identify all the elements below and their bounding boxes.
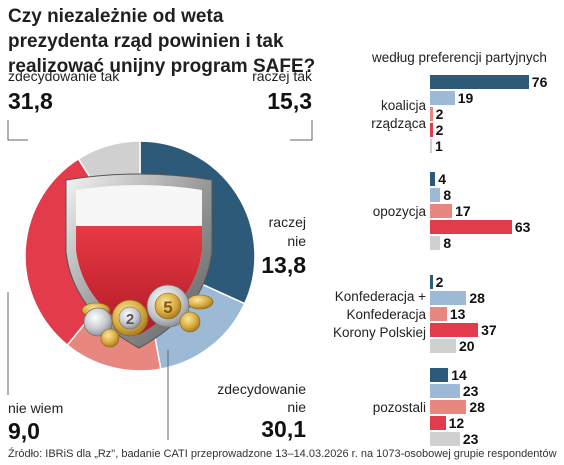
- bar-value-label: 17: [455, 203, 471, 219]
- coins-illustration: 2 5: [81, 284, 214, 348]
- bar-value-label: 13: [449, 306, 466, 322]
- pie-label-raczej-nie-1: raczej: [268, 214, 306, 230]
- bar-value-label: 23: [462, 431, 479, 447]
- bar-value-label: 8: [443, 187, 452, 203]
- bar-value-label: 12: [448, 415, 465, 431]
- bar-value-label: 4: [438, 171, 446, 187]
- bar: [430, 384, 460, 398]
- bar-value-label: 14: [451, 367, 467, 383]
- bar: [430, 275, 433, 289]
- bar: [430, 291, 467, 305]
- bar: [430, 172, 436, 186]
- bar-group-label: Korony Polskiej: [332, 325, 426, 340]
- bar-value-label: 1: [435, 138, 443, 154]
- pie-value-zdecydowanie-tak: 31,8: [8, 88, 53, 114]
- bar: [430, 323, 479, 337]
- bar: [430, 220, 512, 234]
- bar-value-label: 63: [514, 219, 531, 235]
- bar: [430, 75, 529, 89]
- pie-leader-lines: [7, 120, 313, 440]
- bar: [430, 204, 453, 218]
- bar: [430, 188, 441, 202]
- bar-group-label: rządząca: [371, 116, 426, 131]
- bar: [430, 307, 447, 321]
- bar-group-label: Konfederacja +: [334, 289, 426, 304]
- bar-group-label: opozycja: [372, 204, 426, 219]
- pie-label-zdecydowanie-nie-2: nie: [287, 399, 306, 415]
- bar: [430, 416, 446, 430]
- bar-group-label: pozostali: [372, 400, 426, 415]
- svg-text:5: 5: [163, 298, 172, 317]
- bar: [430, 368, 449, 382]
- bar-value-label: 37: [481, 322, 497, 338]
- bar-value-label: 2: [435, 274, 444, 290]
- chart-title: Czy niezależnie od weta prezydenta rząd …: [8, 6, 316, 77]
- bar-value-label: 2: [435, 122, 444, 138]
- pie-label-zdecydowanie-nie-1: zdecydowanie: [217, 381, 306, 397]
- bar-value-label: 76: [531, 74, 548, 90]
- pie-label-zdecydowanie-tak: zdecydowanie tak: [8, 68, 120, 84]
- pie-value-zdecydowanie-nie: 30,1: [261, 416, 306, 442]
- bar: [430, 139, 432, 153]
- bar-value-label: 8: [443, 235, 452, 251]
- pie-label-raczej-tak: raczej tak: [252, 68, 312, 84]
- source-footer: Źródło: IBRiS dla „Rz", badanie CATI prz…: [8, 448, 557, 460]
- pie-value-raczej-tak: 15,3: [267, 88, 312, 114]
- bar: [430, 400, 467, 414]
- bar-group-label: Konfederacja: [346, 307, 426, 322]
- bar-group-label: koalicja: [380, 98, 426, 113]
- bar-value-label: 28: [469, 399, 485, 415]
- pie-value-raczej-nie: 13,8: [261, 252, 306, 278]
- bar: [430, 432, 460, 446]
- bars-title: według preferencji partyjnych: [372, 50, 547, 65]
- bar: [430, 123, 433, 137]
- bar: [430, 91, 455, 105]
- bar-value-label: 19: [457, 90, 474, 106]
- bar: [430, 236, 441, 250]
- bar-value-label: 28: [469, 290, 485, 306]
- bar-value-label: 2: [435, 106, 444, 122]
- bar: [430, 339, 456, 353]
- bar: [430, 107, 433, 121]
- pie-label-nie-wiem: nie wiem: [8, 400, 64, 416]
- bar-value-label: 20: [459, 338, 475, 354]
- svg-text:2: 2: [126, 311, 134, 328]
- bar-value-label: 23: [462, 383, 479, 399]
- pie-label-raczej-nie-2: nie: [287, 233, 306, 249]
- pie-value-nie-wiem: 9,0: [8, 418, 40, 444]
